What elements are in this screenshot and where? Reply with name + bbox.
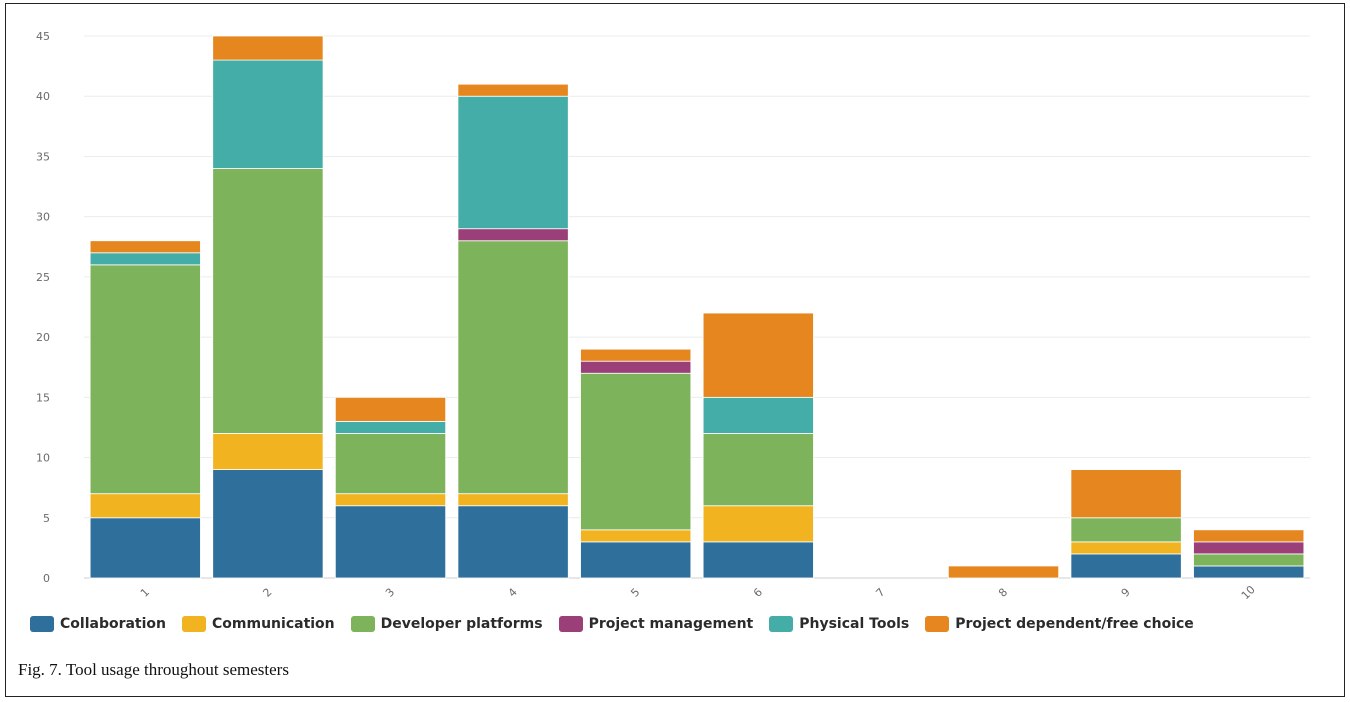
x-axis-ticks: 1 2 3 4 5 6 7 8 9 10 xyxy=(138,583,1258,602)
bar-segment[interactable] xyxy=(580,541,692,579)
y-axis-ticks: 0 5 10 15 20 25 30 35 40 45 xyxy=(36,30,50,585)
bar-segment[interactable] xyxy=(89,240,201,254)
bar-segment[interactable] xyxy=(1070,517,1182,543)
bar-segment[interactable] xyxy=(702,396,814,434)
bar-segment[interactable] xyxy=(89,517,201,579)
bar-segment[interactable] xyxy=(212,469,324,579)
y-tick-label: 25 xyxy=(36,271,50,284)
bar-segment[interactable] xyxy=(212,35,324,61)
bar-segment[interactable] xyxy=(334,421,447,434)
bars xyxy=(89,35,1305,579)
bar-segment[interactable] xyxy=(457,493,569,507)
bar-segment[interactable] xyxy=(334,505,447,579)
legend-label: Communication xyxy=(212,616,335,632)
legend-swatch xyxy=(30,616,54,632)
x-tick-label: 4 xyxy=(506,586,520,600)
x-tick-label: 6 xyxy=(751,586,765,600)
bar-segment[interactable] xyxy=(1070,469,1182,519)
bar-segment[interactable] xyxy=(580,529,692,543)
legend-item-project-management[interactable]: Project management xyxy=(558,616,754,632)
bar-segment[interactable] xyxy=(702,505,814,543)
y-tick-label: 35 xyxy=(36,150,50,163)
bar-segment[interactable] xyxy=(580,372,692,531)
legend-item-collaboration[interactable]: Collaboration xyxy=(30,616,166,632)
y-tick-label: 10 xyxy=(36,452,50,465)
x-tick-label: 2 xyxy=(260,586,274,600)
bar-segment[interactable] xyxy=(1193,553,1305,567)
bar-segment[interactable] xyxy=(457,228,569,242)
bar-segment[interactable] xyxy=(1070,541,1182,555)
bar-segment[interactable] xyxy=(702,312,814,398)
bar-segment[interactable] xyxy=(212,433,324,471)
legend-swatch xyxy=(558,616,583,632)
bar-segment[interactable] xyxy=(457,240,569,495)
x-tick-label: 7 xyxy=(873,586,887,600)
bar-segment[interactable] xyxy=(457,95,569,230)
legend-label: Developer platforms xyxy=(380,616,543,632)
bar-segment[interactable] xyxy=(334,433,447,495)
bar-segment[interactable] xyxy=(1070,553,1182,579)
bar-segment[interactable] xyxy=(1193,529,1305,543)
x-tick-label: 5 xyxy=(628,586,642,600)
x-tick-label: 10 xyxy=(1239,583,1258,602)
y-tick-label: 40 xyxy=(36,90,50,103)
bar-segment[interactable] xyxy=(1193,565,1305,579)
bar-segment[interactable] xyxy=(89,252,201,266)
bar-segment[interactable] xyxy=(702,433,814,507)
bar-segment[interactable] xyxy=(1193,541,1305,555)
figure-caption: Fig. 7. Tool usage throughout semesters xyxy=(18,660,289,679)
bar-segment[interactable] xyxy=(334,493,447,507)
bar-segment[interactable] xyxy=(212,168,324,434)
legend-item-communication[interactable]: Communication xyxy=(182,616,335,632)
bar-segment[interactable] xyxy=(457,505,569,579)
legend-label: Collaboration xyxy=(60,616,167,632)
bar-segment[interactable] xyxy=(457,83,569,97)
legend-item-physical-tools[interactable]: Physical Tools xyxy=(769,616,909,632)
bar-segment[interactable] xyxy=(212,59,324,169)
y-tick-label: 20 xyxy=(36,331,50,344)
x-tick-label: 3 xyxy=(383,586,397,600)
bar-segment[interactable] xyxy=(580,348,692,362)
x-tick-label: 1 xyxy=(138,586,152,600)
y-tick-label: 5 xyxy=(43,512,50,525)
bar-segment[interactable] xyxy=(580,360,692,374)
legend-label: Project management xyxy=(588,616,754,632)
bar-segment[interactable] xyxy=(89,493,201,519)
legend-label: Project dependent/free choice xyxy=(955,616,1194,632)
x-tick-label: 8 xyxy=(996,586,1010,600)
bar-segment[interactable] xyxy=(702,541,814,579)
y-tick-label: 0 xyxy=(43,572,50,585)
legend-item-developer-platforms[interactable]: Developer platforms xyxy=(350,616,543,632)
legend: Collaboration Communication Developer pl… xyxy=(30,616,1210,632)
bar-segment[interactable] xyxy=(334,396,447,422)
legend-swatch xyxy=(182,616,207,632)
legend-swatch xyxy=(769,616,794,632)
y-tick-label: 45 xyxy=(36,30,50,43)
legend-swatch xyxy=(350,616,375,632)
legend-swatch xyxy=(925,616,950,632)
bar-segment[interactable] xyxy=(89,264,201,495)
legend-label: Physical Tools xyxy=(799,616,910,632)
y-tick-label: 15 xyxy=(36,391,50,404)
legend-item-project-dependent[interactable]: Project dependent/free choice xyxy=(925,616,1194,632)
y-tick-label: 30 xyxy=(36,211,50,224)
x-tick-label: 9 xyxy=(1119,586,1133,600)
bar-segment[interactable] xyxy=(947,565,1060,579)
